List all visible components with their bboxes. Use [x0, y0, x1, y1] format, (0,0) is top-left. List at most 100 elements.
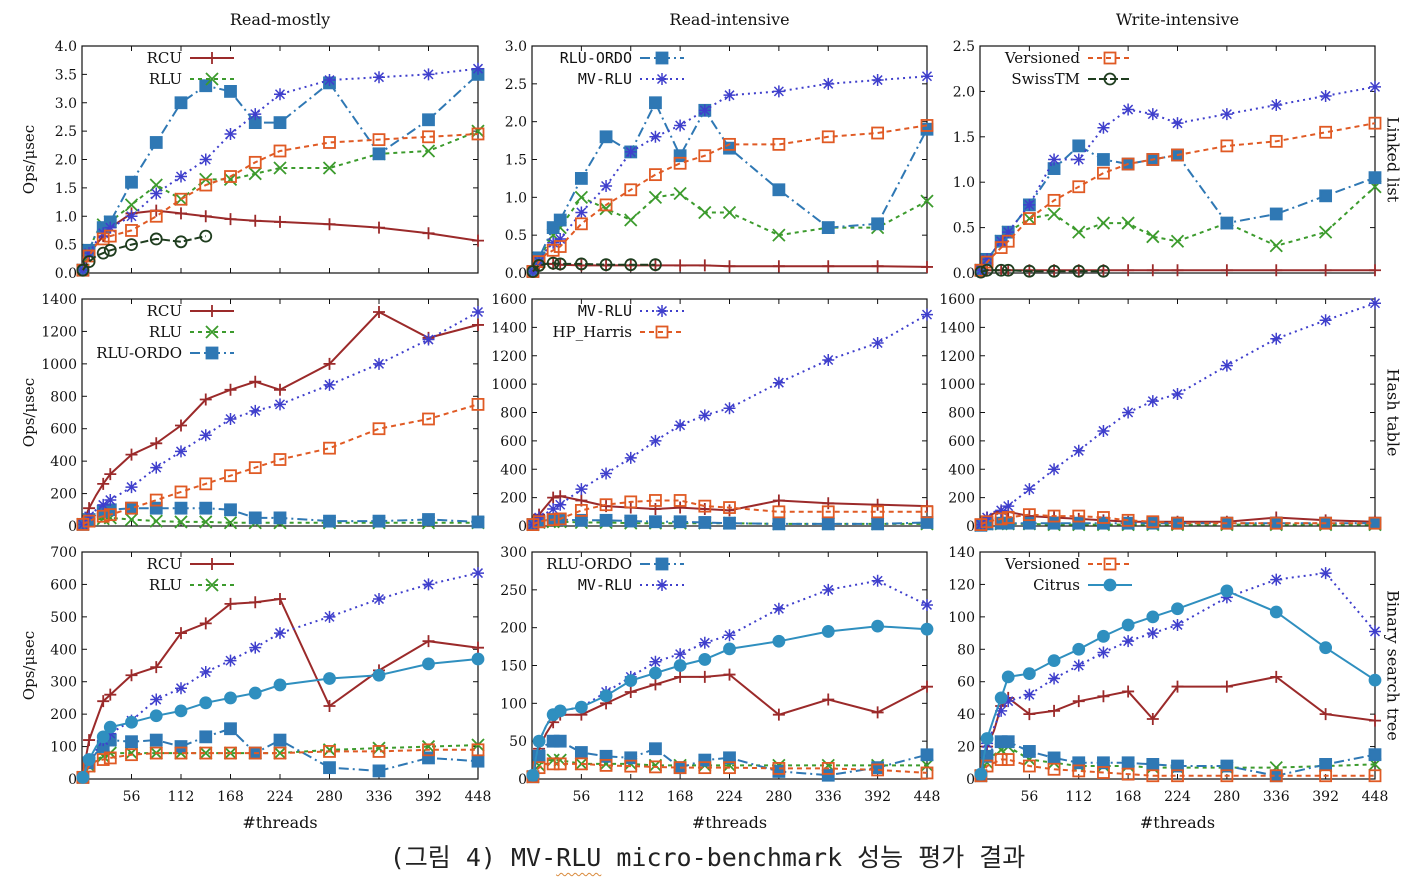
data-point	[1369, 80, 1381, 93]
col-title-read-mostly: Read-mostly	[230, 10, 330, 29]
data-point	[1121, 618, 1135, 632]
data-point	[174, 96, 188, 110]
data-point	[471, 754, 485, 768]
data-point	[82, 255, 96, 269]
data-point	[471, 124, 485, 138]
data-point	[323, 218, 336, 231]
data-point	[649, 760, 662, 774]
legend-marker	[1103, 51, 1117, 65]
data-point	[649, 96, 662, 110]
data-point	[673, 659, 687, 672]
data-point	[674, 259, 687, 272]
data-point	[274, 215, 286, 228]
data-point	[921, 70, 933, 83]
data-point	[1072, 139, 1086, 153]
legend-marker	[655, 51, 669, 65]
data-point	[422, 578, 435, 591]
data-point	[624, 759, 638, 773]
data-point	[174, 704, 188, 718]
data-point	[97, 498, 110, 511]
data-point	[574, 700, 588, 714]
data-point	[1319, 314, 1332, 327]
data-point	[125, 715, 138, 729]
data-point	[1319, 708, 1332, 721]
data-point	[698, 409, 711, 422]
data-point	[920, 748, 934, 762]
data-point	[1146, 713, 1159, 726]
data-point	[574, 190, 589, 204]
data-point	[974, 767, 988, 781]
data-point	[150, 187, 163, 200]
data-point	[471, 743, 485, 757]
data-point	[871, 336, 884, 349]
data-point	[821, 762, 835, 775]
data-point	[1146, 153, 1160, 166]
y-tick-label: 400	[50, 454, 77, 470]
data-point	[624, 213, 638, 227]
data-point	[674, 670, 687, 683]
data-point	[1022, 264, 1036, 278]
data-point	[1146, 230, 1160, 244]
data-point	[624, 674, 638, 688]
y-tick-label: 0	[966, 772, 975, 788]
data-point	[199, 477, 213, 491]
data-point	[1097, 121, 1110, 134]
data-point	[553, 213, 567, 227]
y-tick-label: 40	[957, 707, 975, 723]
data-point	[994, 753, 1008, 766]
series-line-rlu	[81, 130, 479, 271]
data-point	[821, 768, 835, 782]
data-point	[1097, 166, 1110, 180]
data-point	[1368, 673, 1382, 687]
data-point	[871, 706, 884, 719]
data-point	[1022, 745, 1036, 758]
x-tick-label: 280	[1214, 789, 1241, 805]
data-point	[372, 668, 386, 682]
data-point	[532, 259, 546, 272]
data-point	[372, 745, 386, 758]
data-point	[547, 236, 560, 249]
data-point	[175, 207, 187, 220]
series-citrus	[974, 584, 1382, 781]
series-rlu-ordo	[526, 96, 934, 278]
data-point	[1023, 483, 1036, 496]
data-point	[249, 108, 262, 121]
x-tick-label: 392	[864, 789, 891, 805]
data-point	[174, 485, 188, 499]
data-point	[273, 511, 287, 525]
data-point	[673, 149, 687, 163]
data-point	[648, 190, 663, 204]
data-point	[1369, 625, 1381, 638]
data-point	[980, 255, 994, 269]
y-tick-label: 200	[500, 621, 527, 637]
data-point	[723, 89, 736, 102]
x-tick-label: 392	[1312, 789, 1339, 805]
data-point	[223, 172, 238, 186]
series-mv-rlu	[974, 80, 1381, 277]
data-point	[649, 742, 662, 756]
legend-marker	[206, 558, 218, 570]
data-point	[175, 445, 187, 458]
data-point	[723, 668, 736, 681]
data-point	[921, 680, 933, 693]
data-point	[723, 516, 736, 530]
data-point	[322, 161, 337, 175]
data-point	[822, 693, 835, 706]
data-point	[103, 243, 117, 257]
y-tick-label: 0.5	[55, 238, 77, 254]
data-point	[224, 213, 237, 226]
data-point	[1269, 134, 1283, 148]
data-point	[174, 192, 188, 206]
y-tick-label: 2.5	[505, 77, 527, 93]
data-point	[649, 502, 662, 515]
series-versioned	[76, 397, 485, 531]
data-point	[1001, 670, 1015, 684]
legend-marker	[655, 325, 669, 339]
data-point	[372, 764, 386, 778]
data-point	[248, 167, 262, 181]
data-point	[472, 234, 484, 247]
y-tick-label: 0	[518, 519, 527, 535]
data-point	[698, 259, 711, 272]
y-tick-label: 1000	[41, 357, 77, 373]
data-point	[323, 378, 336, 391]
